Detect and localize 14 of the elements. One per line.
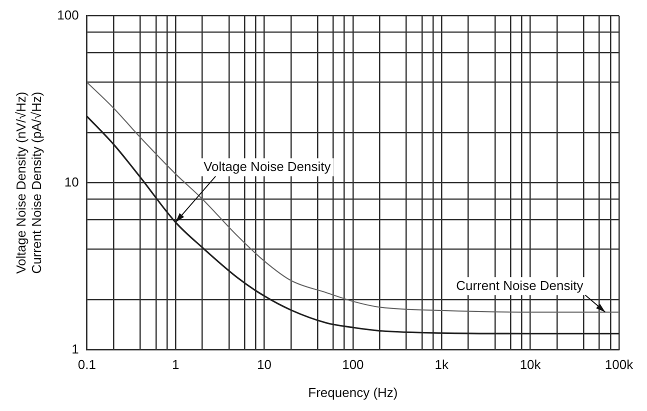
x-axis-title: Frequency (Hz) — [308, 384, 398, 400]
y-axis-title: Voltage Noise Density (nV/√Hz) Current Noise Density (pA/√Hz) — [13, 92, 44, 274]
x-tick-label: 10 — [257, 357, 272, 372]
annotation: Voltage Noise Density — [204, 158, 332, 174]
y-tick-label: 100 — [57, 7, 79, 22]
x-tick-label: 10k — [520, 357, 542, 372]
x-tick-label: 100k — [604, 357, 634, 372]
y-tick-label: 1 — [72, 341, 79, 356]
x-tick-label: 0.1 — [78, 357, 96, 372]
x-tick-label: 100 — [342, 357, 364, 372]
x-tick-label: 1k — [434, 357, 449, 372]
x-tick-label: 1 — [172, 357, 180, 372]
annotation: Current Noise Density — [456, 278, 584, 293]
y-tick-label: 10 — [64, 174, 79, 190]
